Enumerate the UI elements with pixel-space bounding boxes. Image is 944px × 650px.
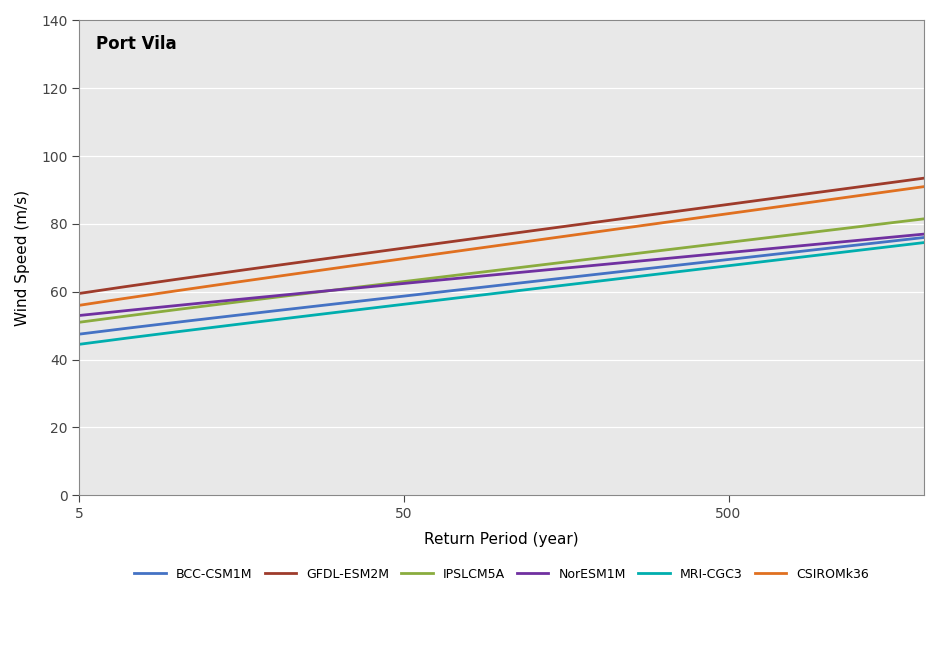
- MRI-CGC3: [480, 291, 491, 298]
- Legend: BCC-CSM1M, GFDL-ESM2M, IPSLCM5A, NorESM1M, MRI-CGC3, CSIROMk36: BCC-CSM1M, GFDL-ESM2M, IPSLCM5A, NorESM1…: [129, 563, 873, 586]
- CSIROMk36: [576, 230, 587, 238]
- Line: MRI-CGC3: MRI-CGC3: [79, 242, 923, 344]
- MRI-CGC3: [474, 291, 485, 299]
- BCC-CSM1M: [480, 283, 491, 291]
- IPSLCM5A: [918, 215, 929, 223]
- CSIROMk36: [766, 203, 777, 211]
- IPSLCM5A: [897, 217, 908, 225]
- NorESM1M: [766, 244, 777, 252]
- GFDL-ESM2M: [918, 174, 929, 182]
- BCC-CSM1M: [766, 251, 777, 259]
- Line: CSIROMk36: CSIROMk36: [79, 187, 923, 306]
- MRI-CGC3: [766, 257, 777, 265]
- Line: NorESM1M: NorESM1M: [79, 234, 923, 315]
- IPSLCM5A: [576, 256, 587, 264]
- CSIROMk36: [897, 185, 908, 193]
- NorESM1M: [474, 272, 485, 280]
- MRI-CGC3: [918, 239, 929, 246]
- GFDL-ESM2M: [531, 226, 542, 234]
- NorESM1M: [531, 267, 542, 275]
- BCC-CSM1M: [918, 233, 929, 241]
- GFDL-ESM2M: [897, 177, 908, 185]
- NorESM1M: [480, 272, 491, 280]
- BCC-CSM1M: [897, 236, 908, 244]
- X-axis label: Return Period (year): Return Period (year): [424, 532, 579, 547]
- Line: IPSLCM5A: IPSLCM5A: [79, 219, 923, 322]
- GFDL-ESM2M: [74, 289, 85, 297]
- NorESM1M: [576, 263, 587, 270]
- BCC-CSM1M: [74, 330, 85, 338]
- Text: Port Vila: Port Vila: [96, 34, 177, 53]
- NorESM1M: [897, 232, 908, 240]
- NorESM1M: [918, 230, 929, 238]
- Line: GFDL-ESM2M: GFDL-ESM2M: [79, 178, 923, 293]
- MRI-CGC3: [74, 341, 85, 348]
- CSIROMk36: [74, 302, 85, 309]
- GFDL-ESM2M: [766, 195, 777, 203]
- GFDL-ESM2M: [480, 233, 491, 241]
- IPSLCM5A: [474, 268, 485, 276]
- CSIROMk36: [918, 183, 929, 190]
- Y-axis label: Wind Speed (m/s): Wind Speed (m/s): [15, 190, 30, 326]
- IPSLCM5A: [480, 268, 491, 276]
- GFDL-ESM2M: [474, 234, 485, 242]
- MRI-CGC3: [897, 241, 908, 249]
- BCC-CSM1M: [474, 283, 485, 291]
- IPSLCM5A: [531, 261, 542, 269]
- Line: BCC-CSM1M: BCC-CSM1M: [79, 237, 923, 334]
- CSIROMk36: [480, 243, 491, 251]
- CSIROMk36: [474, 244, 485, 252]
- BCC-CSM1M: [576, 272, 587, 280]
- BCC-CSM1M: [531, 277, 542, 285]
- MRI-CGC3: [576, 279, 587, 287]
- CSIROMk36: [531, 237, 542, 244]
- NorESM1M: [74, 311, 85, 319]
- MRI-CGC3: [531, 285, 542, 292]
- IPSLCM5A: [74, 318, 85, 326]
- GFDL-ESM2M: [576, 220, 587, 228]
- IPSLCM5A: [766, 233, 777, 241]
